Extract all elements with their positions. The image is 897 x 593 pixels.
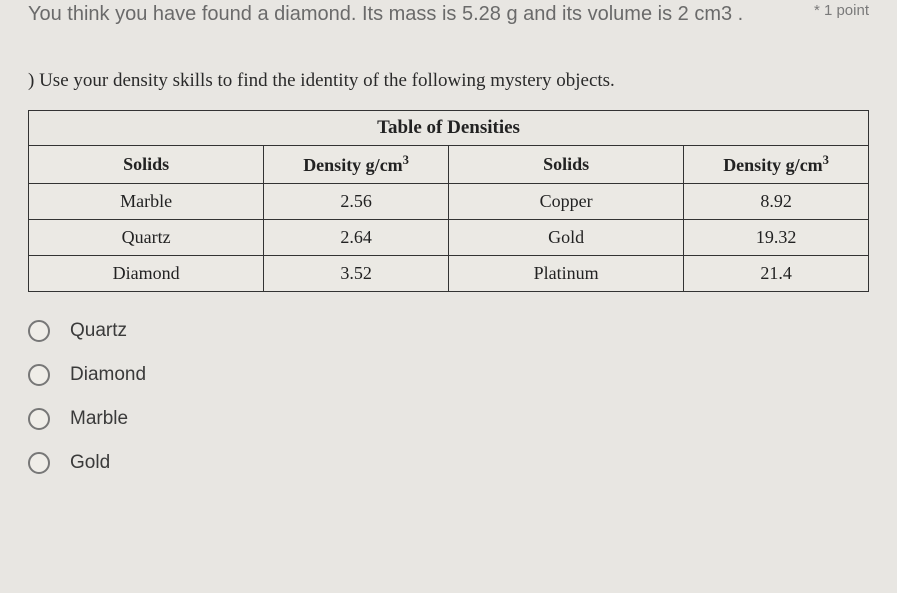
option-diamond[interactable]: Diamond xyxy=(28,364,869,386)
cell-density: 3.52 xyxy=(264,256,449,292)
instruction-text: ) Use your density skills to find the id… xyxy=(28,70,869,92)
question-row: You think you have found a diamond. Its … xyxy=(28,0,869,28)
option-label: Quartz xyxy=(70,320,127,342)
radio-icon xyxy=(28,364,50,386)
option-marble[interactable]: Marble xyxy=(28,408,869,430)
option-label: Marble xyxy=(70,408,128,430)
table-row: Diamond 3.52 Platinum 21.4 xyxy=(29,256,869,292)
radio-icon xyxy=(28,408,50,430)
option-label: Diamond xyxy=(70,364,146,386)
header-density-1: Density g/cm3 xyxy=(264,146,449,184)
cell-density: 2.64 xyxy=(264,220,449,256)
cell-solid: Platinum xyxy=(448,256,683,292)
option-label: Gold xyxy=(70,452,110,474)
header-solids-2: Solids xyxy=(448,146,683,184)
superscript-3: 3 xyxy=(403,153,409,167)
cell-density: 19.32 xyxy=(684,220,869,256)
cell-density: 2.56 xyxy=(264,184,449,220)
question-text: You think you have found a diamond. Its … xyxy=(28,0,814,28)
radio-icon xyxy=(28,320,50,342)
points-label: * 1 point xyxy=(814,0,869,19)
density-table: Table of Densities Solids Density g/cm3 … xyxy=(28,110,869,292)
options-group: Quartz Diamond Marble Gold xyxy=(28,320,869,474)
header-solids-1: Solids xyxy=(29,146,264,184)
density-label-1: Density g/cm xyxy=(303,155,402,175)
cell-solid: Marble xyxy=(29,184,264,220)
cell-solid: Copper xyxy=(448,184,683,220)
table-title-row: Table of Densities xyxy=(29,111,869,146)
table-title: Table of Densities xyxy=(29,111,869,146)
option-quartz[interactable]: Quartz xyxy=(28,320,869,342)
header-density-2: Density g/cm3 xyxy=(684,146,869,184)
cell-solid: Gold xyxy=(448,220,683,256)
radio-icon xyxy=(28,452,50,474)
cell-solid: Diamond xyxy=(29,256,264,292)
option-gold[interactable]: Gold xyxy=(28,452,869,474)
superscript-3: 3 xyxy=(823,153,829,167)
density-label-2: Density g/cm xyxy=(723,155,822,175)
cell-solid: Quartz xyxy=(29,220,264,256)
table-row: Marble 2.56 Copper 8.92 xyxy=(29,184,869,220)
table-header-row: Solids Density g/cm3 Solids Density g/cm… xyxy=(29,146,869,184)
points-asterisk: * xyxy=(814,2,820,19)
table-row: Quartz 2.64 Gold 19.32 xyxy=(29,220,869,256)
points-value: 1 point xyxy=(824,2,869,19)
cell-density: 8.92 xyxy=(684,184,869,220)
cell-density: 21.4 xyxy=(684,256,869,292)
